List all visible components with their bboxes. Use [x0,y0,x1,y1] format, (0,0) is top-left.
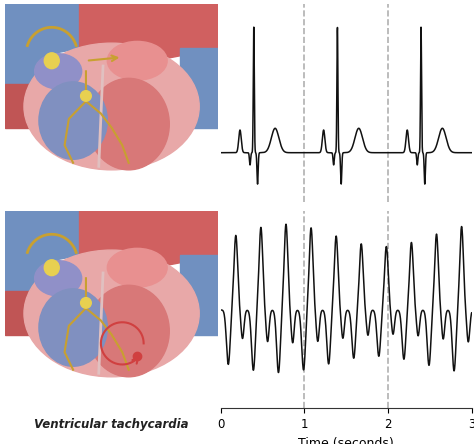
Polygon shape [80,211,219,268]
Ellipse shape [44,53,59,69]
Ellipse shape [39,289,107,366]
Polygon shape [5,211,80,290]
Text: Ventricular tachycardia: Ventricular tachycardia [34,418,189,431]
Ellipse shape [107,248,167,287]
Ellipse shape [39,82,107,159]
Polygon shape [5,290,37,335]
Polygon shape [5,4,80,83]
Text: Normal heart rhythm: Normal heart rhythm [42,211,182,224]
Ellipse shape [35,261,82,296]
Polygon shape [5,83,37,127]
Ellipse shape [107,41,167,80]
Ellipse shape [44,260,59,276]
Ellipse shape [81,297,91,308]
Polygon shape [180,48,219,127]
Ellipse shape [24,43,199,170]
Ellipse shape [24,250,199,377]
Ellipse shape [81,91,91,101]
X-axis label: Time (seconds): Time (seconds) [298,437,394,444]
Ellipse shape [88,78,169,170]
Polygon shape [80,4,219,61]
Polygon shape [180,255,219,335]
Ellipse shape [35,54,82,89]
Ellipse shape [88,285,169,377]
